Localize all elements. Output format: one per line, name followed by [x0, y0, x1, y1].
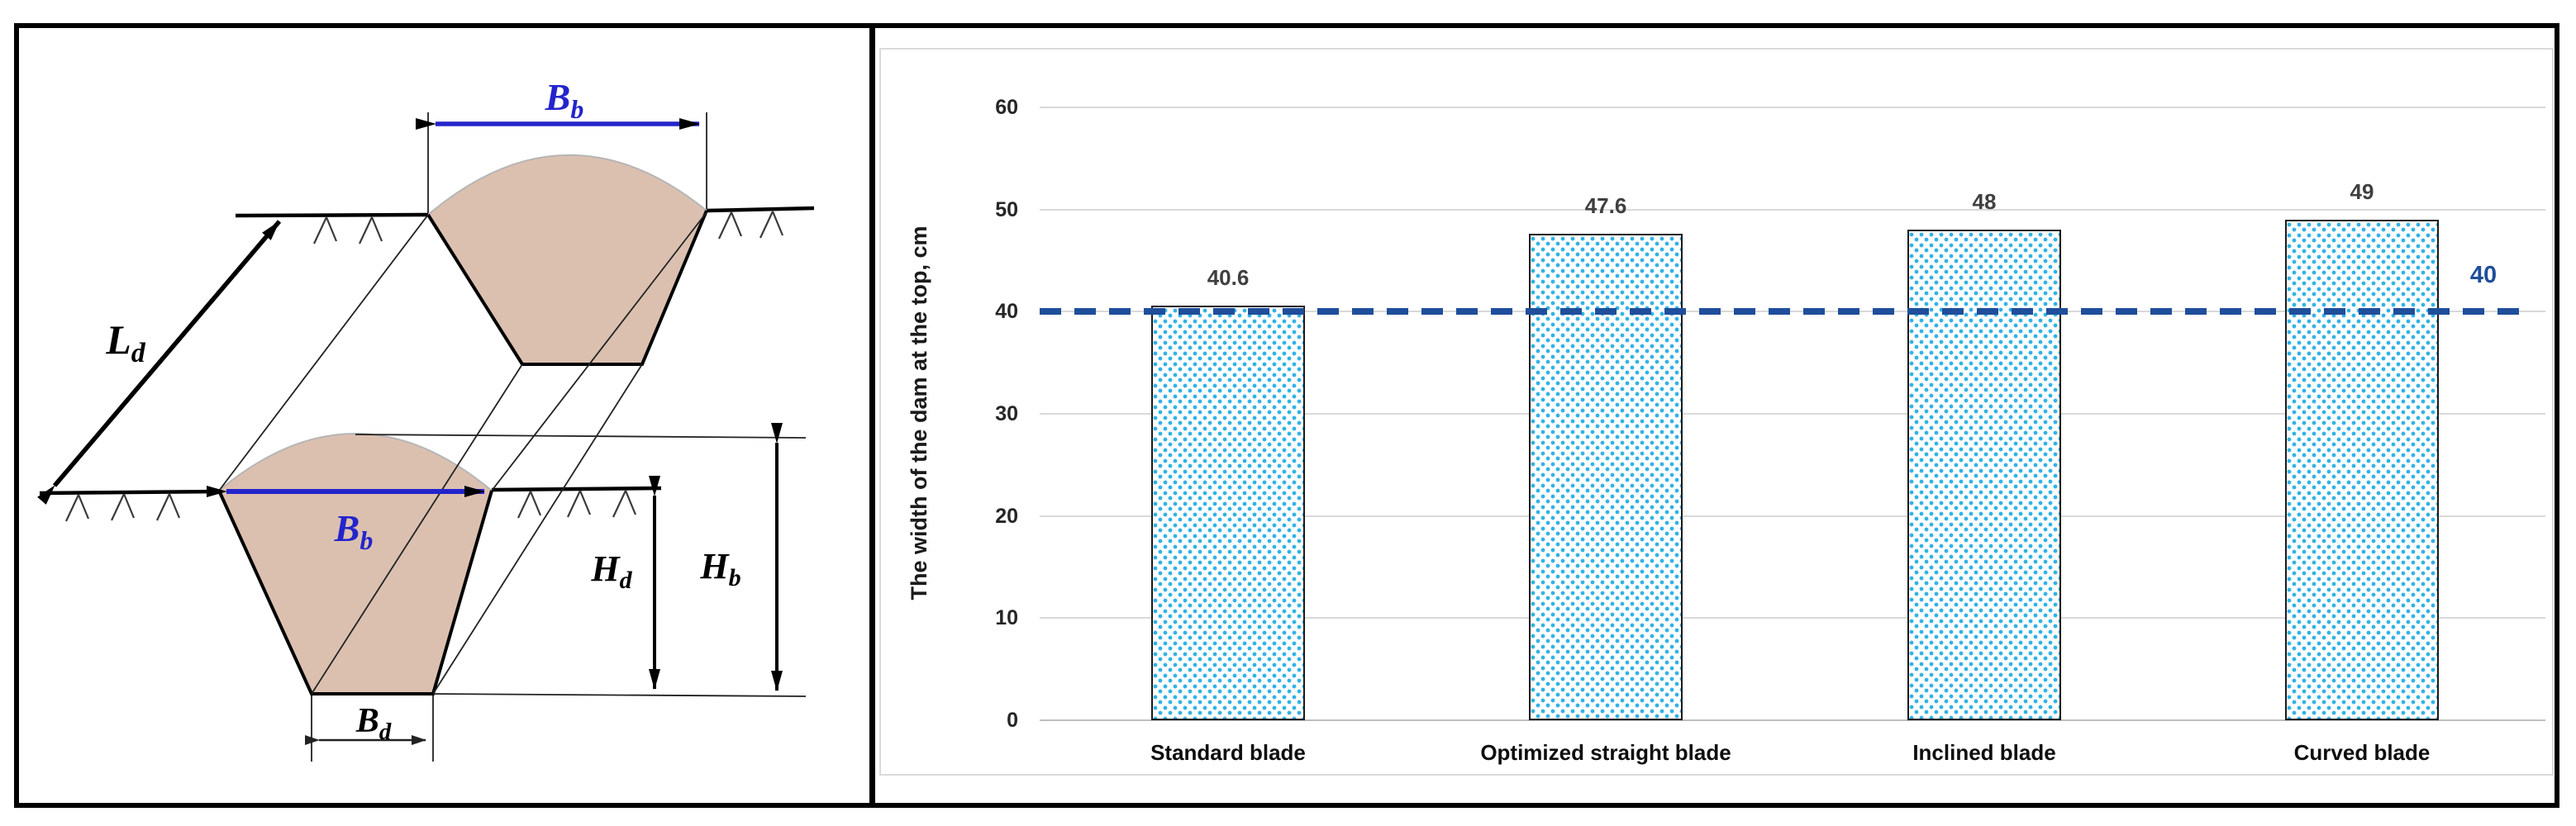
bar-standard-blade [1151, 305, 1305, 720]
back-dam-crest-arc [427, 154, 707, 216]
y-tick-0: 0 [1007, 709, 1018, 732]
bar-value-label: 48 [1972, 189, 1997, 215]
back-dam-body [428, 154, 707, 364]
y-axis-title: The width of the dam at the top, cm [907, 225, 931, 601]
x-category-label: Inclined blade [1912, 740, 2056, 765]
x-category-label: Standard blade [1150, 740, 1306, 765]
gridline-30 [1040, 412, 2545, 415]
front-dam-body [219, 434, 492, 694]
x-category-label: Curved blade [2293, 740, 2431, 765]
y-tick-50: 50 [995, 197, 1018, 221]
gridline-60 [1040, 106, 2545, 108]
y-tick-20: 20 [995, 504, 1018, 528]
label-ld: Ld [105, 316, 146, 368]
gridline-20 [1040, 515, 2545, 517]
label-hb: Hb [699, 546, 740, 591]
back-dam-outline [426, 210, 708, 366]
x-axis-line [1040, 719, 2545, 721]
x-category-label: Optimized straight blade [1480, 740, 1731, 765]
label-hd: Hd [590, 548, 632, 594]
y-tick-60: 60 [995, 95, 1018, 119]
y-tick-30: 30 [995, 401, 1018, 425]
bar-value-label: 49 [2350, 179, 2374, 205]
y-tick-40: 40 [995, 300, 1018, 324]
bar-curved-blade [2285, 220, 2439, 720]
reference-line-label: 40 [2469, 262, 2497, 289]
reference-line-40 [1040, 308, 2532, 316]
dimension-ld-arrow [37, 220, 282, 505]
bar-value-label: 47.6 [1584, 193, 1627, 219]
bar-inclined-blade [1907, 230, 2061, 720]
label-bb-top: Bb [545, 76, 584, 124]
bar-optimized-straight-blade [1529, 234, 1683, 720]
gridline-50 [1040, 208, 2545, 211]
gridline-10 [1040, 617, 2545, 620]
panel-divider [869, 23, 875, 808]
dam-diagram: Bb Ld Bb Hd Hb Bd [37, 76, 815, 762]
bar-value-label: 40.6 [1207, 264, 1250, 290]
label-bd: Bd [355, 702, 392, 745]
front-dam-outline [217, 490, 493, 695]
y-tick-10: 10 [995, 606, 1018, 630]
label-bb-front: Bb [334, 507, 374, 555]
ground-hatch-marks [65, 211, 784, 522]
